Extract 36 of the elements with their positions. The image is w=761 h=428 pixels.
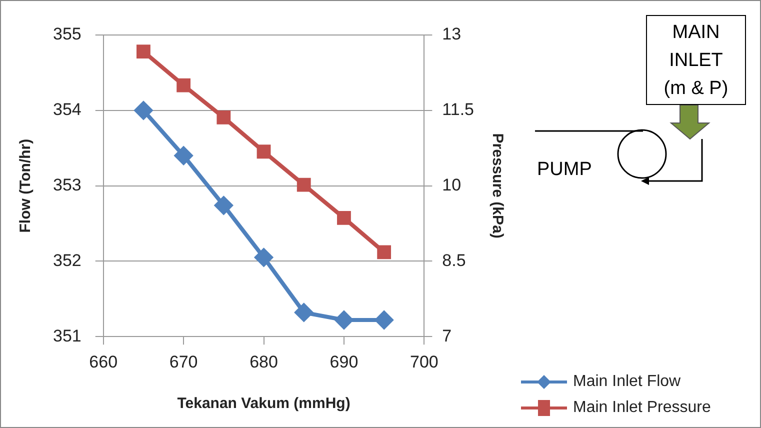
y-axis-title: Flow (Ton/hr) bbox=[17, 138, 34, 233]
point bbox=[174, 146, 193, 165]
point bbox=[136, 44, 150, 59]
point bbox=[134, 101, 152, 120]
text: PUMP bbox=[537, 159, 592, 181]
point bbox=[254, 248, 273, 266]
legend-label: Main Inlet Flow bbox=[573, 373, 681, 391]
y-tick-label: 353 bbox=[52, 175, 82, 194]
point bbox=[176, 78, 191, 92]
y2-axis-title: Pressure (kPa) bbox=[488, 133, 506, 238]
text: MAIN INLET (m & P) bbox=[646, 15, 746, 105]
x-tick-label: 700 bbox=[410, 352, 438, 372]
y-tick-label: 354 bbox=[52, 100, 82, 120]
point bbox=[296, 178, 311, 192]
x-tick-label: 660 bbox=[89, 352, 118, 372]
point bbox=[375, 311, 394, 330]
point bbox=[216, 110, 231, 124]
point bbox=[256, 144, 271, 159]
x-axis-title: Tekanan Vakum (mmHg) bbox=[177, 395, 350, 412]
y-tick-label: 355 bbox=[52, 24, 82, 44]
point bbox=[377, 245, 392, 260]
point bbox=[294, 303, 313, 322]
point bbox=[337, 211, 351, 225]
y-tick-label: 351 bbox=[52, 326, 82, 346]
y2-tick-label: 8.5 bbox=[442, 250, 466, 270]
x-tick-label: 670 bbox=[169, 352, 198, 372]
x-tick-label: 680 bbox=[250, 352, 278, 372]
point bbox=[334, 311, 353, 330]
y2-tick-label: 11.5 bbox=[442, 100, 474, 120]
y2-tick-label: 7 bbox=[442, 326, 452, 346]
x-tick-label: 690 bbox=[330, 352, 358, 372]
legend-label: Main Inlet Pressure bbox=[573, 399, 711, 417]
y2-tick-label: 10 bbox=[442, 175, 462, 194]
y-tick-label: 352 bbox=[52, 250, 82, 270]
point bbox=[214, 196, 233, 214]
y2-tick-label: 13 bbox=[442, 24, 462, 44]
